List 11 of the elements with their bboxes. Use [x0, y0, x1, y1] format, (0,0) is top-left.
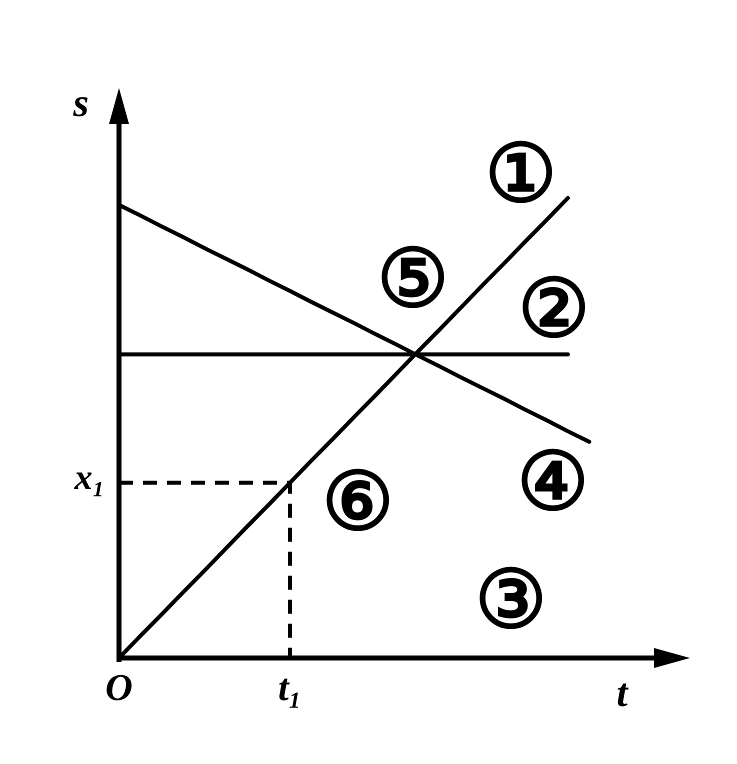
- annotation: ④: [517, 439, 589, 527]
- annotation: ①: [485, 131, 557, 219]
- annotation: ②: [518, 266, 590, 354]
- x-tick-label: O: [105, 667, 133, 709]
- annotation: ③: [475, 557, 547, 645]
- text: x₁: [73, 457, 105, 497]
- annotation: ⑤: [377, 236, 449, 324]
- y-axis-title: s: [72, 80, 89, 125]
- annotation: ⑥: [322, 459, 394, 547]
- x-tick-label: t₁: [278, 667, 302, 709]
- x-axis-title: t: [616, 670, 630, 715]
